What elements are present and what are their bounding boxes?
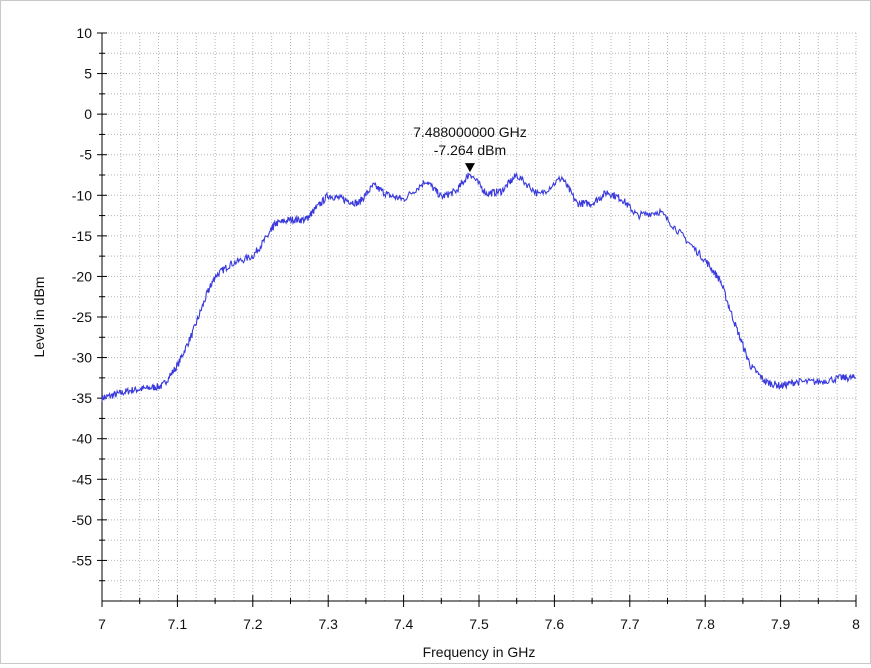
y-tick-label: -55 <box>72 552 92 568</box>
x-tick-label: 7.1 <box>168 616 188 632</box>
x-tick-label: 7.3 <box>318 616 338 632</box>
series-layer <box>101 171 856 402</box>
y-tick-label: -45 <box>72 471 92 487</box>
marker-frequency-label: 7.488000000 GHz <box>413 124 527 140</box>
x-tick-label: 7 <box>98 616 106 632</box>
x-tick-label: 7.6 <box>545 616 565 632</box>
x-tick-label: 8 <box>852 616 860 632</box>
y-axis-label: Level in dBm <box>31 277 47 358</box>
y-tick-label: -5 <box>80 147 93 163</box>
ticks: 7 7.1 7.2 7.3 7.4 7.5 7.6 7.7 7.8 7.9 8 10 5 0 -5 -10 -1… <box>72 25 860 632</box>
x-tick-label: 7.8 <box>695 616 715 632</box>
axes <box>101 33 856 602</box>
series-line <box>101 171 856 402</box>
y-tick-label: 0 <box>84 106 92 122</box>
x-tick-label: 7.2 <box>243 616 263 632</box>
x-tick-label: 7.4 <box>394 616 414 632</box>
marker-level-label: -7.264 dBm <box>434 142 506 158</box>
y-tick-label: -15 <box>72 228 92 244</box>
x-tick-label: 7.9 <box>771 616 791 632</box>
x-axis-label: Frequency in GHz <box>423 644 536 660</box>
y-tick-label: 10 <box>76 25 92 41</box>
y-tick-label: -20 <box>72 268 92 284</box>
y-tick-label: -40 <box>72 431 92 447</box>
grid <box>101 32 857 602</box>
y-tick-label: -25 <box>72 309 92 325</box>
y-tick-label: -35 <box>72 390 92 406</box>
y-tick-label: -10 <box>72 187 92 203</box>
y-tick-label: -30 <box>72 350 92 366</box>
x-tick-label: 7.5 <box>469 616 489 632</box>
x-tick-label: 7.7 <box>620 616 640 632</box>
y-tick-label: -50 <box>72 512 92 528</box>
marker-triangle <box>464 163 475 173</box>
y-tick-label: 5 <box>84 66 92 82</box>
peak-marker: 7.488000000 GHz -7.264 dBm <box>413 124 527 173</box>
